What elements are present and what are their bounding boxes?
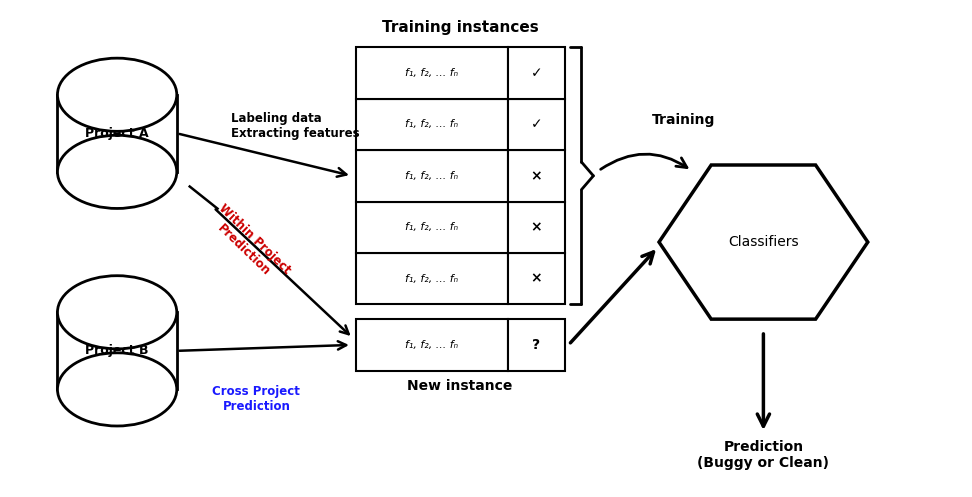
- FancyBboxPatch shape: [356, 253, 508, 304]
- Text: Within Project
Prediction: Within Project Prediction: [206, 202, 294, 288]
- FancyBboxPatch shape: [57, 312, 177, 390]
- Ellipse shape: [57, 353, 177, 426]
- Text: Project B: Project B: [86, 344, 149, 357]
- Text: f₁, f₂, ... fₙ: f₁, f₂, ... fₙ: [405, 119, 459, 129]
- Text: Cross Project
Prediction: Cross Project Prediction: [213, 386, 300, 414]
- Text: f₁, f₂, ... fₙ: f₁, f₂, ... fₙ: [405, 68, 459, 78]
- Ellipse shape: [57, 58, 177, 131]
- Ellipse shape: [57, 276, 177, 349]
- Text: ✓: ✓: [531, 117, 542, 131]
- Text: ?: ?: [533, 338, 540, 352]
- Text: ×: ×: [531, 220, 542, 234]
- Text: Classifiers: Classifiers: [728, 235, 799, 249]
- FancyBboxPatch shape: [508, 253, 565, 304]
- Text: ×: ×: [531, 272, 542, 286]
- FancyBboxPatch shape: [508, 47, 565, 99]
- Text: f₁, f₂, ... fₙ: f₁, f₂, ... fₙ: [405, 274, 459, 284]
- Text: f₁, f₂, ... fₙ: f₁, f₂, ... fₙ: [405, 171, 459, 181]
- Text: ×: ×: [531, 169, 542, 183]
- Text: f₁, f₂, ... fₙ: f₁, f₂, ... fₙ: [405, 222, 459, 232]
- Ellipse shape: [57, 135, 177, 208]
- Text: Prediction
(Buggy or Clean): Prediction (Buggy or Clean): [697, 440, 829, 470]
- Polygon shape: [659, 165, 868, 319]
- FancyBboxPatch shape: [508, 99, 565, 150]
- FancyBboxPatch shape: [58, 280, 176, 313]
- Text: Labeling data
Extracting features: Labeling data Extracting features: [231, 112, 360, 140]
- FancyBboxPatch shape: [57, 95, 177, 172]
- FancyBboxPatch shape: [356, 99, 508, 150]
- Text: Training: Training: [652, 113, 715, 127]
- Text: f₁, f₂, ... fₙ: f₁, f₂, ... fₙ: [405, 340, 459, 350]
- Text: New instance: New instance: [407, 379, 513, 393]
- FancyBboxPatch shape: [356, 201, 508, 253]
- FancyBboxPatch shape: [508, 319, 565, 371]
- FancyBboxPatch shape: [58, 63, 176, 96]
- FancyBboxPatch shape: [356, 47, 508, 99]
- FancyBboxPatch shape: [356, 150, 508, 201]
- Text: ✓: ✓: [531, 66, 542, 80]
- FancyBboxPatch shape: [508, 150, 565, 201]
- FancyBboxPatch shape: [508, 201, 565, 253]
- Text: Training instances: Training instances: [382, 20, 538, 35]
- Text: Project A: Project A: [86, 127, 149, 140]
- FancyBboxPatch shape: [356, 319, 508, 371]
